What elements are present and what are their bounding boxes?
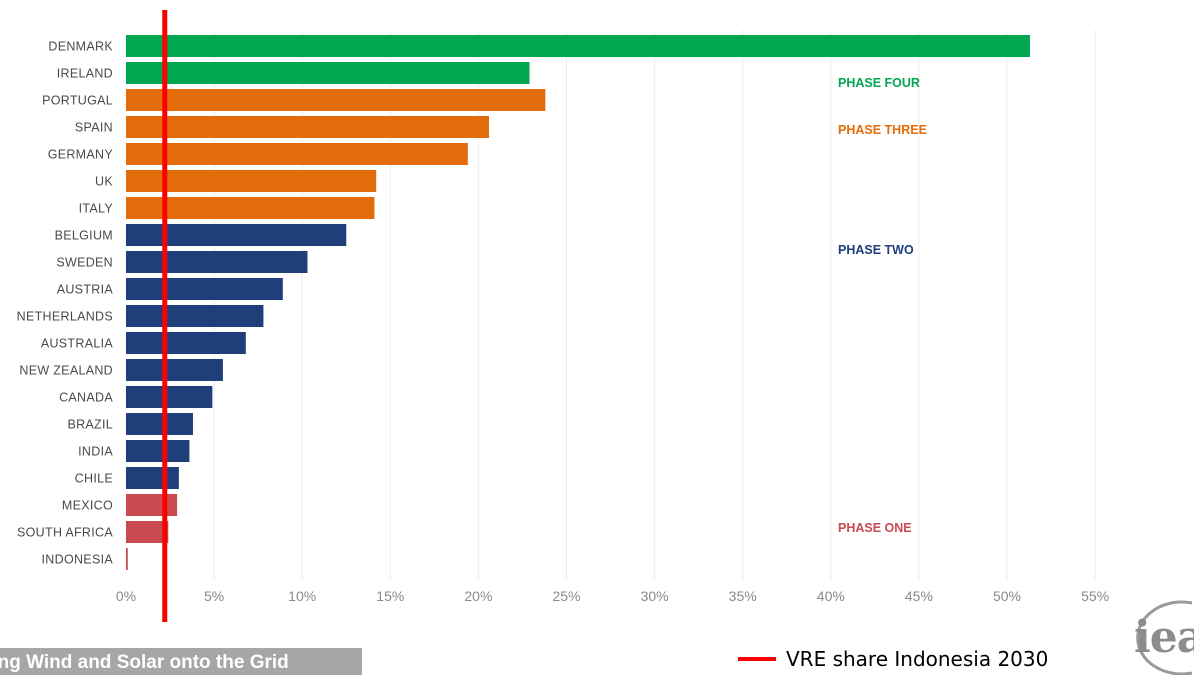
phase-label: PHASE THREE <box>838 123 927 137</box>
x-tick-label: 40% <box>817 588 845 604</box>
bar <box>126 89 546 111</box>
category-label: UK <box>95 175 113 189</box>
phase-label: PHASE FOUR <box>838 76 920 90</box>
bar <box>126 440 190 462</box>
x-tick-label: 0% <box>116 588 136 604</box>
source-caption: ting Wind and Solar onto the Grid <box>0 648 362 675</box>
legend-red-line-swatch <box>738 657 776 661</box>
category-label: SPAIN <box>75 121 113 135</box>
legend: VRE share Indonesia 2030 <box>738 645 1048 673</box>
category-label: ITALY <box>79 202 114 216</box>
bar <box>126 386 213 408</box>
category-label: NEW ZEALAND <box>19 364 113 378</box>
bar <box>126 305 264 327</box>
category-label: DENMARK <box>48 40 113 54</box>
bar <box>126 116 489 138</box>
bar <box>126 224 347 246</box>
x-tick-label: 30% <box>641 588 669 604</box>
bar <box>126 467 179 489</box>
category-label: BELGIUM <box>55 229 113 243</box>
bar <box>126 521 169 543</box>
x-tick-label: 55% <box>1081 588 1109 604</box>
bar <box>126 332 246 354</box>
bar <box>126 197 375 219</box>
iea-logo-icon <box>1136 600 1193 675</box>
x-tick-label: 50% <box>993 588 1021 604</box>
category-label: BRAZIL <box>67 418 113 432</box>
category-label: AUSTRALIA <box>41 337 114 351</box>
x-tick-label: 5% <box>204 588 224 604</box>
bar <box>126 278 283 300</box>
category-label: MEXICO <box>62 499 113 513</box>
category-label: GERMANY <box>48 148 114 162</box>
x-tick-label: 35% <box>729 588 757 604</box>
x-tick-label: 10% <box>288 588 316 604</box>
category-label: SOUTH AFRICA <box>17 526 113 540</box>
category-label: PORTUGAL <box>42 94 113 108</box>
x-tick-label: 25% <box>552 588 580 604</box>
source-caption-text: ting Wind and Solar onto the Grid <box>0 652 289 673</box>
category-label: INDIA <box>78 445 113 459</box>
bar <box>126 251 308 273</box>
bar <box>126 170 377 192</box>
category-label: INDONESIA <box>42 553 114 567</box>
bar <box>126 62 530 84</box>
bar <box>126 494 178 516</box>
x-tick-label: 45% <box>905 588 933 604</box>
category-label: CANADA <box>59 391 113 405</box>
category-label: SWEDEN <box>56 256 113 270</box>
x-tick-label: 15% <box>376 588 404 604</box>
category-label: AUSTRIA <box>57 283 114 297</box>
category-label: NETHERLANDS <box>17 310 113 324</box>
category-label: CHILE <box>75 472 113 486</box>
bar-chart: 0% 5% 10% 15% 20% 25% 30% 35% 40% 45% 50% 55% DENMAR… <box>17 10 1109 622</box>
bar <box>126 143 468 165</box>
bar <box>126 35 1030 57</box>
legend-label: VRE share Indonesia 2030 <box>786 647 1049 671</box>
iea-logo-text: iea <box>1134 612 1194 663</box>
category-label: IRELAND <box>57 67 113 81</box>
bar <box>126 413 193 435</box>
bar <box>126 359 223 381</box>
bar <box>126 548 128 570</box>
phase-label: PHASE ONE <box>838 521 912 535</box>
x-tick-label: 20% <box>464 588 492 604</box>
phase-label: PHASE TWO <box>838 243 914 257</box>
